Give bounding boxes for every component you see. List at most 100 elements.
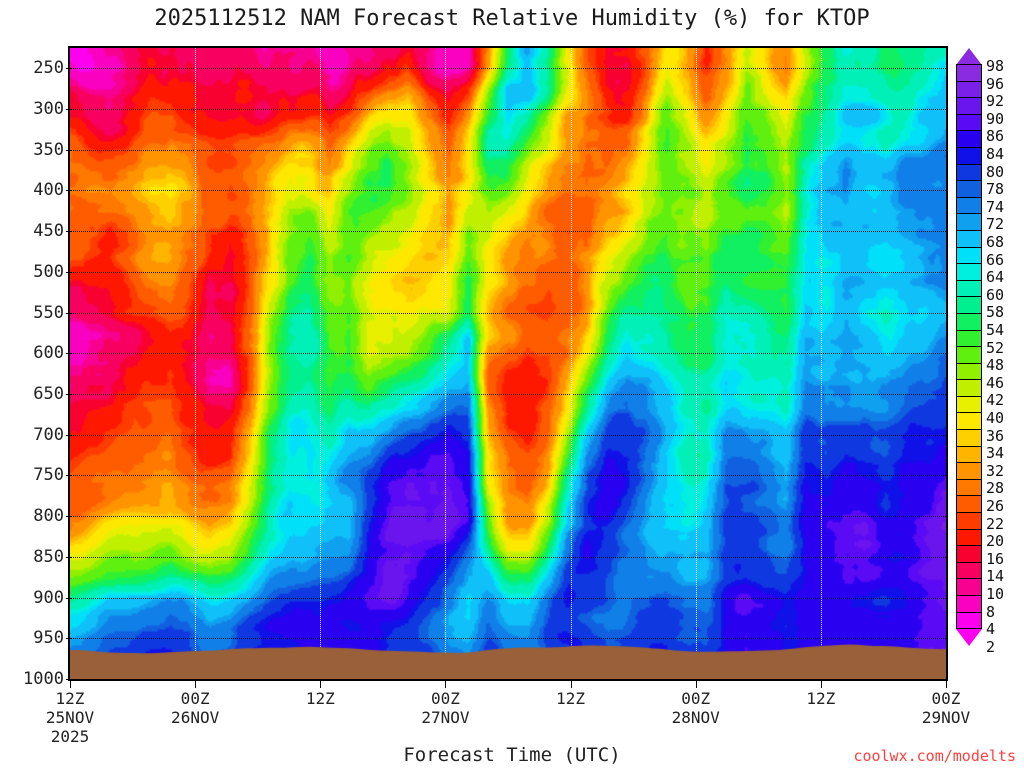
colorbar-swatch [956, 229, 982, 248]
colorbar-swatch [956, 395, 982, 414]
colorbar-tick-label: 32 [986, 461, 1005, 480]
gridline-horizontal [70, 149, 946, 151]
gridline-vertical [695, 48, 697, 679]
colorbar-tick-label: 60 [986, 285, 1005, 304]
colorbar-swatch [956, 445, 982, 464]
x-tick-date: 27NOV [421, 708, 470, 727]
colorbar-swatch [956, 412, 982, 431]
y-axis-tick-mark [66, 353, 72, 355]
colorbar-swatch [956, 312, 982, 331]
y-axis-tick-label: 600 [33, 343, 64, 364]
gridline-horizontal [70, 231, 946, 233]
y-axis-tick-label: 850 [33, 546, 64, 567]
y-axis-tick-label: 350 [33, 139, 64, 160]
colorbar-tick-label: 68 [986, 233, 1005, 251]
gridline-vertical [445, 48, 447, 679]
page-title: 2025112512 NAM Forecast Relative Humidit… [154, 6, 870, 31]
y-axis-tick-mark [66, 231, 72, 233]
y-axis-tick-mark [66, 68, 72, 70]
x-axis-tick-mark [320, 681, 322, 688]
y-axis-tick-label: 750 [33, 465, 64, 486]
colorbar-tick-label: 34 [986, 444, 1005, 463]
colorbar-tick-label: 90 [986, 109, 1005, 128]
colorbar-tick-label: 48 [986, 356, 1005, 375]
colorbar-tick-label: 42 [986, 391, 1005, 410]
x-tick-year: 2025 [50, 727, 90, 746]
x-axis-tick-mark [195, 681, 197, 688]
colorbar-swatch [956, 462, 982, 480]
terrain-canvas [70, 631, 946, 679]
y-axis-tick-mark [66, 638, 72, 640]
source-credit: coolwx.com/modelts [853, 747, 1016, 765]
y-axis-tick-mark [66, 394, 72, 396]
colorbar-swatch [956, 578, 982, 596]
colorbar-swatch [956, 64, 982, 82]
y-axis-tick-label: 700 [33, 424, 64, 445]
y-axis: 250 300 350 400 450 500 550 600 650 700 750 800 850 9… [0, 46, 1024, 689]
gridline-vertical [570, 48, 572, 679]
colorbar-tick-label: 52 [986, 338, 1005, 357]
x-axis-tick-label: 00Z 26NOV [171, 689, 219, 727]
x-tick-time: 12Z [55, 689, 85, 708]
y-axis-tick-label: 650 [33, 384, 64, 405]
colorbar-swatch [956, 296, 982, 314]
colorbar-bottom-arrow [956, 629, 982, 647]
x-tick-date: 29NOV [921, 708, 971, 727]
gridline-horizontal [70, 109, 946, 111]
colorbar-tick-label: 92 [986, 92, 1005, 111]
rh-timeheight-plot [68, 46, 948, 681]
y-axis-tick-label: 800 [33, 506, 64, 527]
x-tick-time: 00Z [180, 689, 210, 708]
colorbar-swatch [956, 329, 982, 348]
x-axis-tick-label: 00Z 27NOV [421, 689, 469, 727]
colorbar-tick-label: 46 [986, 373, 1005, 392]
colorbar-swatch [956, 113, 982, 132]
y-axis-tick-label: 1000 [23, 669, 64, 689]
x-axis-tick-label: 00Z 29NOV [922, 689, 970, 727]
y-axis-tick-mark [66, 597, 72, 599]
colorbar-tick-label: 58 [986, 303, 1005, 322]
colorbar-tick-label: 22 [986, 514, 1005, 533]
colorbar-tick-label: 98 [986, 57, 1005, 75]
y-axis-tick-mark [66, 149, 72, 151]
colorbar-swatch [956, 130, 982, 148]
y-axis-tick-label: 950 [33, 628, 64, 649]
colorbar-swatch [956, 429, 982, 447]
y-axis-tick-mark [66, 271, 72, 273]
colorbar-swatch [956, 611, 982, 630]
y-axis-tick-mark [66, 556, 72, 558]
colorbar-swatch [956, 163, 982, 182]
gridline-horizontal [70, 312, 946, 314]
y-axis-tick-label: 250 [33, 58, 64, 79]
colorbar-tick-label: 20 [986, 532, 1005, 551]
y-axis-tick-mark [66, 190, 72, 192]
colorbar-tick-label: 84 [986, 145, 1005, 163]
colorbar-tick-label: 80 [986, 162, 1005, 181]
colorbar-tick-label: 10 [986, 585, 1005, 603]
gridline-vertical [195, 48, 197, 679]
x-axis-tick-label: 00Z 28NOV [672, 689, 720, 727]
colorbar-swatch [956, 246, 982, 265]
colorbar-tick-label: 26 [986, 497, 1005, 515]
gridline-vertical [820, 48, 822, 679]
x-axis: 12Z 25NOV 2025 00Z 26NOV 12Z 00Z 27NOV 12Z 00Z 28N… [0, 681, 1024, 761]
x-tick-time: 12Z [556, 689, 586, 708]
y-axis-tick-label: 300 [33, 99, 64, 120]
colorbar-tick-label: 36 [986, 426, 1005, 445]
x-axis-title: Forecast Time (UTC) [403, 744, 621, 766]
colorbar-tick-label: 28 [986, 479, 1005, 498]
x-axis-tick-mark [570, 681, 572, 688]
y-axis-tick-label: 400 [33, 180, 64, 201]
colorbar-swatch [956, 97, 982, 115]
colorbar-swatch [956, 495, 982, 514]
gridline-vertical [320, 48, 322, 679]
x-axis-tick-mark [946, 681, 947, 688]
x-axis-tick-label: 12Z [806, 689, 835, 708]
x-axis-tick-mark [695, 681, 697, 688]
colorbar-swatch [956, 279, 982, 298]
y-axis-tick-mark [66, 475, 72, 477]
colorbar-swatch [956, 379, 982, 397]
colorbar-swatch [956, 146, 982, 165]
colorbar-swatch [956, 561, 982, 580]
gridline-horizontal [70, 597, 946, 599]
